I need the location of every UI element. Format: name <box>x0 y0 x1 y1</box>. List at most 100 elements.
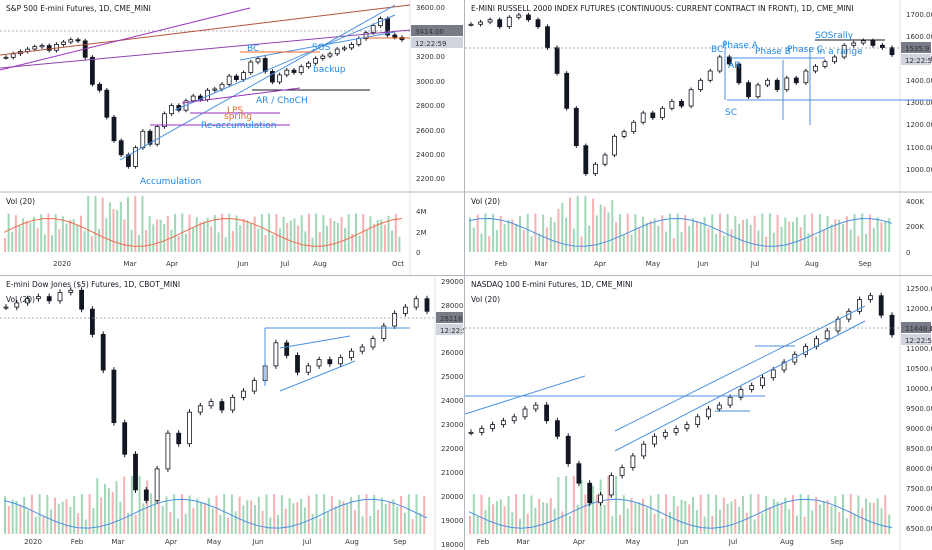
volume-bar <box>561 202 564 252</box>
volume-bar <box>253 216 256 252</box>
volume-bar <box>69 506 72 534</box>
price-badge-label: 11448.00 <box>905 325 932 333</box>
volume-bar <box>765 495 768 534</box>
volume-bar <box>488 236 491 252</box>
volume-bar <box>43 234 46 252</box>
volume-bar <box>257 228 260 252</box>
volume-bar <box>156 219 158 252</box>
volume-bar <box>227 517 229 534</box>
x-tick-label: Mar <box>516 538 529 546</box>
candle-body <box>659 107 665 119</box>
wyckoff-annotation: SC <box>725 108 737 118</box>
candle-body <box>511 416 517 422</box>
candle-body <box>598 494 603 504</box>
volume-bar <box>469 515 471 534</box>
volume-bar <box>876 217 879 252</box>
volume-bar <box>177 518 179 534</box>
volume-bar <box>584 196 587 252</box>
volume-bar <box>642 216 644 252</box>
y-tick-label: 21000 <box>441 469 463 477</box>
volume-bar <box>184 514 187 534</box>
volume-bar <box>530 236 533 252</box>
volume-bar <box>92 508 95 534</box>
candle-body <box>277 74 283 83</box>
volume-bar <box>557 208 560 252</box>
candle-body <box>746 82 751 98</box>
volume-bar <box>340 217 343 252</box>
volume-bar <box>657 225 660 252</box>
candle-body <box>565 435 571 465</box>
y-tick-label: 18000 <box>441 541 463 549</box>
volume-bar <box>73 495 76 534</box>
volume-tick-label: 4M <box>416 208 427 216</box>
candle-body <box>860 40 866 44</box>
candle-body <box>75 39 81 42</box>
volume-bar <box>275 214 278 252</box>
candle-body <box>36 296 41 300</box>
volume-tick-label: 0 <box>906 249 910 257</box>
volume-bar <box>726 214 729 252</box>
candle-body <box>765 79 771 86</box>
volume-bar <box>61 216 64 252</box>
volume-bar <box>297 225 300 252</box>
volume-bar <box>599 204 602 252</box>
volume-bar <box>111 491 114 534</box>
volume-bar <box>476 516 479 534</box>
volume-bar <box>159 219 162 252</box>
candle-body <box>755 84 761 98</box>
volume-bar <box>398 236 401 252</box>
volume-bar <box>238 496 241 534</box>
y-tick-label: 2600.00 <box>416 127 445 135</box>
candle-body <box>592 163 598 175</box>
volume-bar <box>334 506 337 534</box>
volume-bar <box>811 510 814 534</box>
volume-bar <box>42 515 45 534</box>
volume-bar <box>96 478 99 534</box>
volume-bar <box>271 234 274 252</box>
volume-bar <box>826 499 829 534</box>
volume-bar <box>534 507 537 534</box>
volume-bar <box>174 213 177 252</box>
wyckoff-annotation: SOS <box>312 43 331 53</box>
volume-bar <box>145 230 148 252</box>
volume-bar <box>127 512 130 534</box>
nq-panel[interactable]: NASDAQ 100 E-mini Futures, 1D, CME_MINI V… <box>465 276 932 550</box>
volume-bar <box>542 502 545 534</box>
candle-body <box>497 19 503 28</box>
volume-bar <box>365 494 368 534</box>
candle-body <box>349 44 355 49</box>
volume-bar <box>872 502 875 534</box>
volume-bar <box>730 501 733 534</box>
candle-body <box>399 37 405 41</box>
candle-body <box>39 45 45 48</box>
candle-body <box>652 435 657 445</box>
volume-bar <box>838 219 841 252</box>
volume-bar <box>361 516 364 534</box>
trend-line <box>181 87 301 104</box>
ym-panel[interactable]: E-mini Dow Jones ($5) Futures, 1D, CBOT_… <box>0 276 464 550</box>
candle-body <box>793 77 799 84</box>
candle-body <box>631 121 637 133</box>
y-tick-label: 28000 <box>441 302 463 310</box>
volume-bar <box>323 494 326 534</box>
volume-bar <box>842 494 844 534</box>
volume-bar <box>336 222 339 252</box>
x-tick-label: Aug <box>780 538 794 546</box>
volume-bar <box>565 218 568 252</box>
volume-bar <box>703 216 706 252</box>
volume-bar <box>822 230 825 252</box>
volume-ma-line <box>3 498 428 529</box>
candle-body <box>248 61 254 74</box>
volume-bar <box>166 216 169 252</box>
volume-bar <box>273 494 276 534</box>
trend-line <box>614 320 866 452</box>
volume-bar <box>772 232 775 252</box>
candle-body <box>803 70 809 84</box>
spx-panel[interactable]: S&P 500 E-mini Futures, 1D, CME_MINI Vol … <box>0 0 464 275</box>
volume-bar <box>196 498 199 534</box>
rty-panel[interactable]: E-MINI RUSSELL 2000 INDEX FUTURES (CONTI… <box>465 0 932 275</box>
x-tick-label: Aug <box>345 538 359 546</box>
x-tick-label: Jun <box>677 538 689 546</box>
candle-body <box>544 404 549 422</box>
volume-bar <box>669 512 671 534</box>
